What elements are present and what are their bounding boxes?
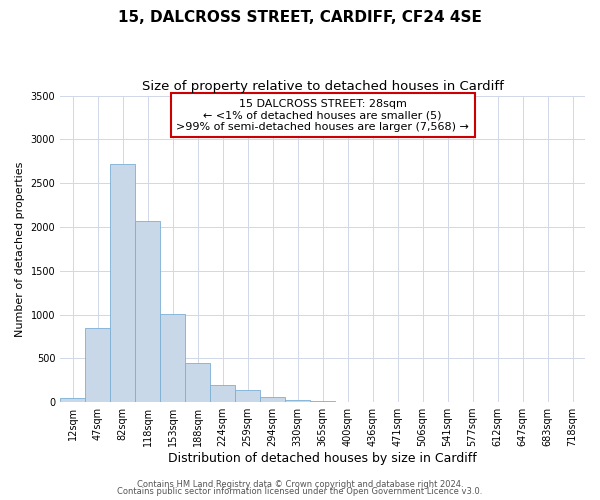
Bar	[85, 328, 110, 402]
Bar	[310, 401, 335, 402]
Bar	[110, 164, 135, 402]
Title: Size of property relative to detached houses in Cardiff: Size of property relative to detached ho…	[142, 80, 503, 93]
Bar	[135, 221, 160, 402]
Bar	[210, 384, 235, 402]
X-axis label: Distribution of detached houses by size in Cardiff: Distribution of detached houses by size …	[168, 452, 477, 465]
Text: Contains public sector information licensed under the Open Government Licence v3: Contains public sector information licen…	[118, 487, 482, 496]
Y-axis label: Number of detached properties: Number of detached properties	[15, 161, 25, 336]
Text: 15 DALCROSS STREET: 28sqm
← <1% of detached houses are smaller (5)
>99% of semi-: 15 DALCROSS STREET: 28sqm ← <1% of detac…	[176, 98, 469, 132]
Text: Contains HM Land Registry data © Crown copyright and database right 2024.: Contains HM Land Registry data © Crown c…	[137, 480, 463, 489]
Bar	[260, 398, 285, 402]
Bar	[185, 362, 210, 402]
Bar	[235, 390, 260, 402]
Bar	[285, 400, 310, 402]
Bar	[60, 398, 85, 402]
Bar	[160, 314, 185, 402]
Text: 15, DALCROSS STREET, CARDIFF, CF24 4SE: 15, DALCROSS STREET, CARDIFF, CF24 4SE	[118, 10, 482, 25]
